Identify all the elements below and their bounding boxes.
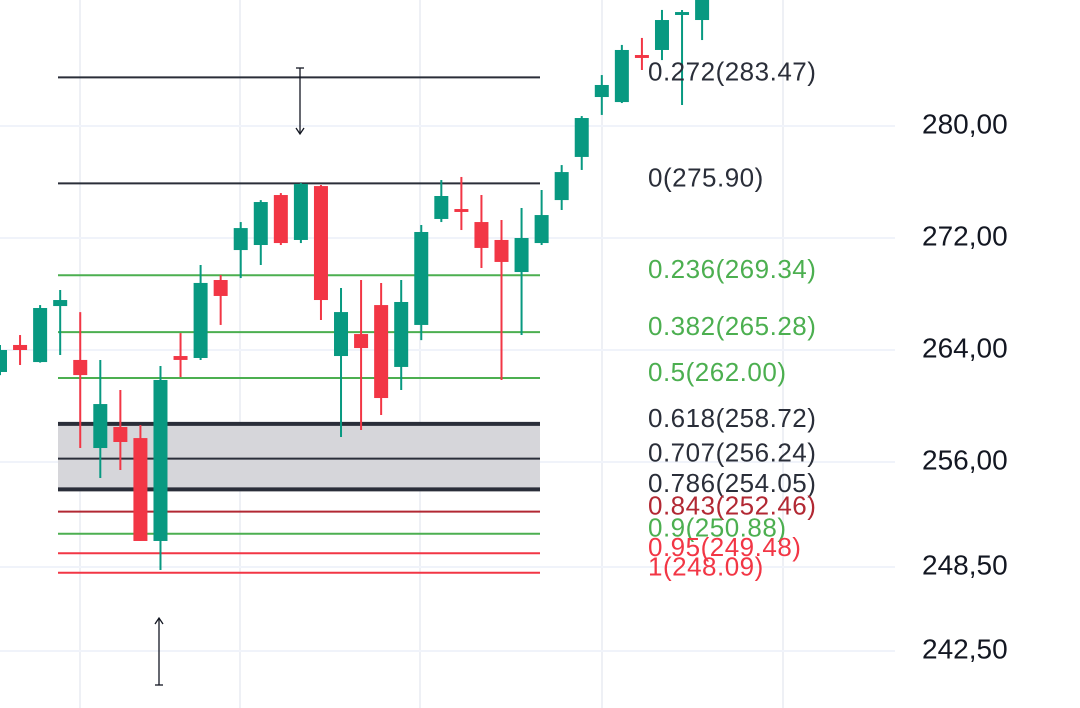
candle-body [213, 280, 228, 296]
candle-body [374, 305, 389, 399]
candle-body [53, 300, 68, 307]
fib-label: 0.272(283.47) [648, 56, 816, 86]
candle-body [253, 202, 268, 246]
fib-levels [58, 76, 540, 574]
candle-body [414, 231, 429, 325]
fib-label: 0.9(250.88) [648, 513, 786, 543]
candle-body [675, 12, 690, 15]
candle-body [454, 209, 469, 212]
y-tick-label: 280,00 [922, 108, 1008, 139]
y-tick-label: 264,00 [922, 332, 1008, 363]
candle-body [634, 55, 649, 58]
candle-body [153, 379, 168, 541]
fib-label: 0.843(252.46) [648, 490, 816, 520]
fib-label: 0.382(265.28) [648, 311, 816, 341]
candles [0, 0, 710, 570]
candle-body [13, 344, 28, 351]
candle-body [293, 183, 308, 240]
marker-arrow [154, 616, 164, 625]
candle-body [394, 301, 409, 367]
fib-label: 0(275.90) [648, 162, 764, 192]
candle-body [514, 238, 529, 273]
candle-body [554, 172, 569, 201]
candle-body [354, 334, 369, 349]
fib-label: 0.95(249.48) [648, 532, 801, 562]
candle-body [434, 196, 449, 219]
y-tick-label: 248,50 [922, 549, 1008, 580]
candle-body [113, 427, 128, 442]
candle-body [474, 222, 489, 248]
candle-body [334, 312, 349, 357]
candle-body [0, 350, 7, 372]
fib-label: 1(248.09) [648, 552, 764, 582]
fib-labels: 0.272(283.47) 0(275.90) 0.236(269.34) 0.382… [648, 56, 816, 581]
y-tick-label: 256,00 [922, 444, 1008, 475]
candle-body [273, 195, 288, 244]
candle-body [133, 438, 148, 541]
marker-arrow [295, 127, 305, 136]
fib-label: 0.5(262.00) [648, 357, 786, 387]
candle-body [193, 282, 208, 358]
fib-label: 0.786(254.05) [648, 468, 816, 498]
candle-body [695, 0, 710, 21]
fib-zone [58, 423, 540, 490]
measure-markers [154, 67, 305, 686]
candle-body [654, 20, 669, 50]
candle-body [233, 228, 248, 251]
candle-body [614, 49, 629, 103]
candle-body [574, 118, 589, 157]
y-tick-label: 272,00 [922, 220, 1008, 251]
y-tick-label: 242,50 [922, 633, 1008, 664]
candle-body [93, 404, 108, 449]
fib-label: 0.707(256.24) [648, 438, 816, 468]
fib-label: 0.618(258.72) [648, 403, 816, 433]
candle-body [494, 239, 509, 262]
y-axis: 290,00280,00272,00264,00256,00248,50242,… [922, 108, 1008, 664]
candle-body [534, 215, 549, 244]
candle-body [313, 186, 328, 301]
candle-body [594, 84, 609, 98]
vertical-grid [79, 0, 784, 708]
candle-body [73, 359, 88, 376]
candle-body [173, 356, 188, 360]
fib-zone-group [58, 423, 540, 490]
candle-body [33, 308, 48, 363]
fib-label: 0.236(269.34) [648, 254, 816, 284]
